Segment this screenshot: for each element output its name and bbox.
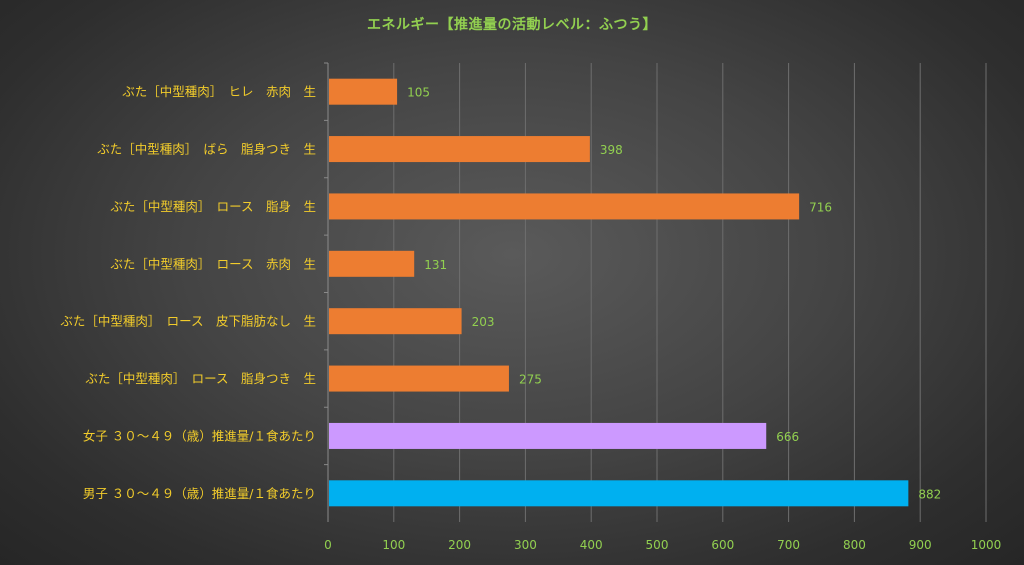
x-tick-label: 600 [711, 538, 734, 552]
x-tick-label: 200 [448, 538, 471, 552]
bar [329, 250, 415, 277]
data-label: 105 [407, 86, 430, 100]
bar [329, 78, 398, 105]
category-label: 女子 ３０～４９（歳）推進量/１食あたり [83, 428, 316, 443]
data-label: 275 [519, 373, 542, 387]
data-label: 398 [600, 143, 623, 157]
x-tick-label: 100 [382, 538, 405, 552]
category-label: ぶた［中型種肉］ ロース 脂身 生 [110, 199, 316, 214]
x-tick-label: 400 [580, 538, 603, 552]
bar [329, 365, 509, 392]
bar [329, 308, 462, 335]
category-label: ぶた［中型種肉］ ばら 脂身つき 生 [97, 142, 316, 157]
x-tick-label: 500 [646, 538, 669, 552]
x-tick-label: 300 [514, 538, 537, 552]
x-tick-label: 1000 [971, 538, 1002, 552]
data-label: 666 [776, 430, 799, 444]
category-label: 男子 ３０～４９（歳）推進量/１食あたり [83, 486, 316, 501]
x-tick-label: 700 [777, 538, 800, 552]
bar [329, 422, 767, 449]
category-label: ぶた［中型種肉］ ヒレ 赤肉 生 [122, 84, 316, 99]
bar [329, 193, 800, 220]
category-label: ぶた［中型種肉］ ロース 赤肉 生 [110, 256, 316, 271]
data-label: 716 [809, 200, 832, 214]
bar [329, 480, 909, 507]
data-label: 882 [918, 487, 941, 501]
category-label: ぶた［中型種肉］ ロース 皮下脂肪なし 生 [60, 314, 316, 329]
category-label: ぶた［中型種肉］ ロース 脂身つき 生 [85, 371, 316, 386]
chart-title: エネルギー【推進量の活動レベル：ふつう】 [367, 17, 657, 33]
data-label: 131 [424, 258, 447, 272]
data-label: 203 [472, 315, 495, 329]
x-tick-label: 0 [324, 538, 332, 552]
x-tick-label: 900 [909, 538, 932, 552]
x-tick-label: 800 [843, 538, 866, 552]
bar [329, 136, 590, 163]
